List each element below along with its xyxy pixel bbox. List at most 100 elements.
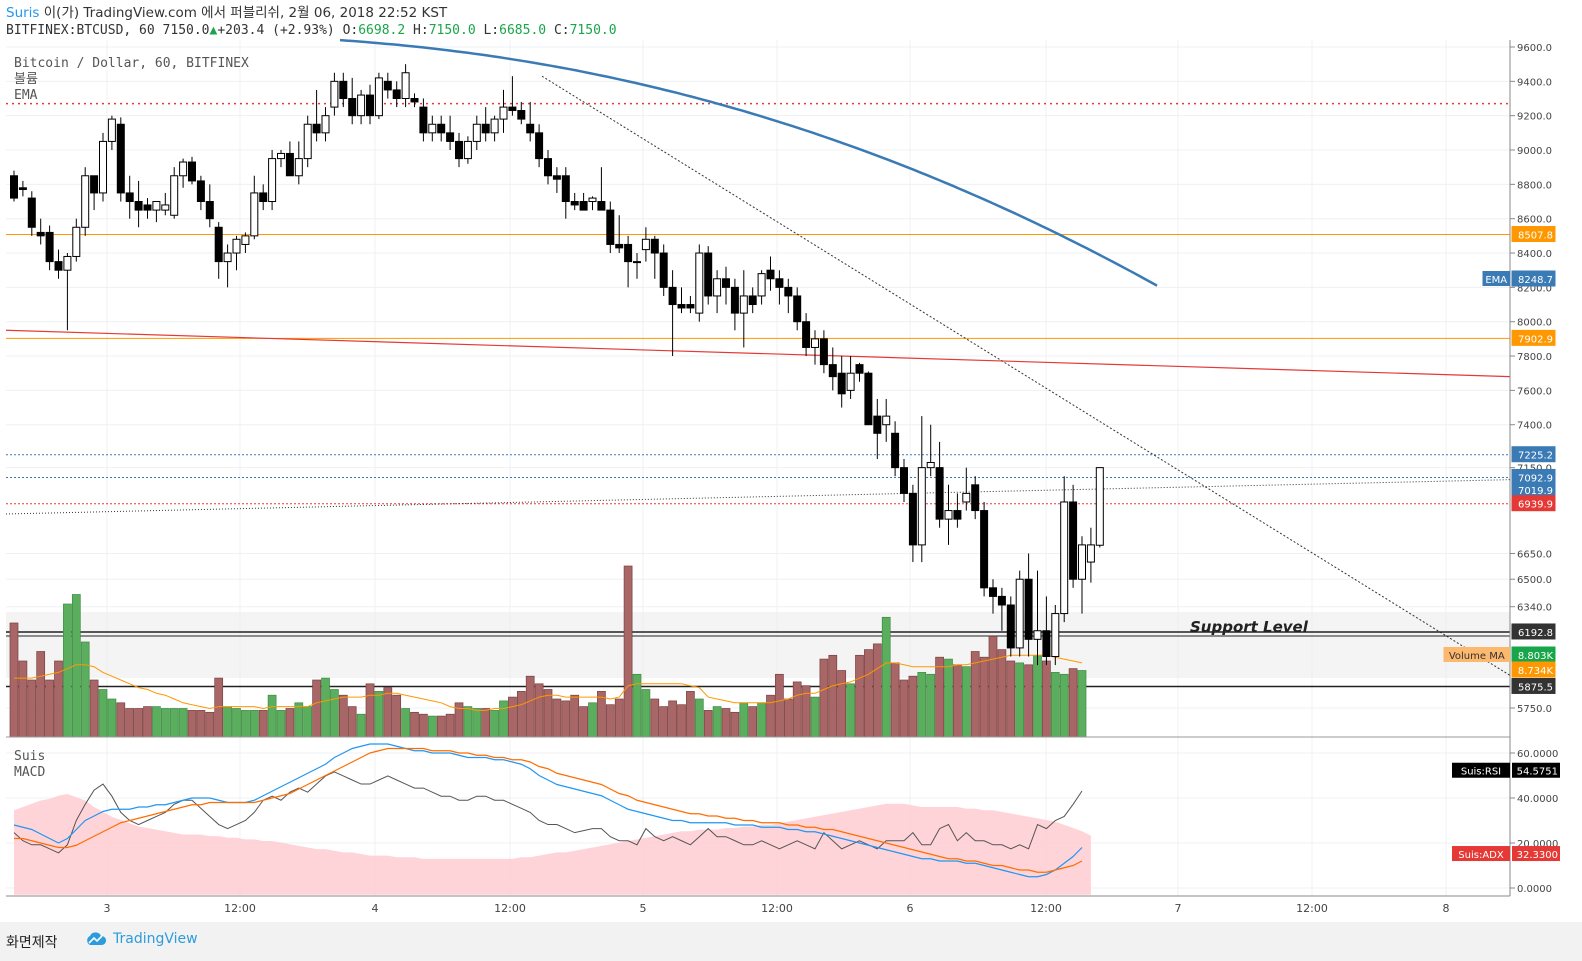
volume-bar [712, 706, 722, 738]
price-label-text: 8.803K [1518, 651, 1554, 662]
candle-body [944, 510, 953, 520]
candle-body [1069, 501, 1078, 580]
candle-body [713, 278, 722, 297]
candle-body [472, 123, 481, 142]
candle-body [802, 321, 811, 348]
volume-bar [525, 675, 535, 738]
volume-bar [1050, 672, 1060, 738]
candle-body [837, 372, 846, 395]
volume-bar [160, 708, 170, 738]
volume-bar [650, 698, 660, 738]
volume-bar [223, 706, 232, 738]
volume-bar [872, 643, 882, 738]
candle-body [428, 123, 437, 134]
candle-body [668, 286, 677, 306]
volume-bar [125, 708, 135, 738]
price-label-box [1511, 661, 1556, 678]
price-label-tag-box [1443, 647, 1510, 662]
volume-bar [187, 710, 197, 738]
ind-label-tag-box [1452, 762, 1510, 778]
candle-body [695, 252, 704, 314]
volume-bar [694, 698, 704, 738]
volume-bar [347, 706, 357, 738]
volume-bar [472, 708, 482, 738]
candle-body [722, 278, 730, 288]
author-name[interactable]: Suris [6, 5, 40, 21]
macd-legend: MACD [14, 765, 45, 780]
candle-body [855, 364, 864, 374]
price-label-text: 7092.9 [1518, 473, 1553, 484]
price-label-text: 7225.2 [1518, 451, 1553, 462]
candle-body [250, 192, 259, 237]
volume-bar [134, 708, 143, 738]
volume-bar [419, 713, 428, 738]
volume-bar [445, 713, 455, 738]
price-label-text: 8507.8 [1518, 231, 1553, 242]
tradingview-link[interactable]: TradingView [85, 931, 198, 947]
trend-lines [5, 75, 1511, 688]
candle-body [748, 295, 757, 306]
candle-body [188, 161, 196, 182]
volume-bar [970, 651, 980, 738]
candle-body [339, 80, 348, 100]
candle-body [232, 238, 241, 254]
candle-body [196, 180, 205, 203]
volume-bar [490, 710, 499, 738]
chart-canvas[interactable]: Support Level 9600.09400.09200.09000.088… [0, 0, 1582, 922]
candle-body [392, 89, 401, 100]
candle-body [615, 243, 624, 249]
candle-body [1051, 613, 1060, 657]
volume-bar [543, 689, 553, 738]
volume-bar [356, 713, 366, 738]
price-tick-label: 8600.0 [1517, 215, 1552, 226]
price-tick-label: 6500.0 [1517, 575, 1552, 586]
volume-bar [935, 656, 944, 738]
candle-body [953, 510, 962, 520]
candle-body [677, 304, 686, 309]
price-tick-label: 7400.0 [1517, 421, 1552, 432]
candle-body [579, 201, 588, 211]
candle-body [223, 252, 232, 263]
candle-body [357, 94, 366, 117]
candle-body [508, 106, 517, 112]
volume-bar [169, 708, 179, 738]
price-label-tag: EMA [1485, 275, 1507, 286]
volume-bar [321, 677, 330, 738]
volume-bar [766, 694, 775, 738]
ema-line [339, 38, 1158, 287]
time-tick-label: 12:00 [761, 902, 793, 915]
volume-bar [410, 711, 419, 738]
volume-bar [864, 649, 873, 738]
volume-bar [757, 702, 766, 738]
candle-body [633, 261, 641, 264]
candle-body [997, 595, 1006, 606]
candle-body [259, 192, 268, 203]
candle-body [401, 72, 410, 100]
candle-body [793, 295, 802, 323]
candle-body [971, 484, 980, 512]
volume-bar [997, 649, 1007, 738]
candle-body [45, 231, 54, 263]
volume-bar [686, 691, 695, 738]
volume-bar [338, 694, 348, 738]
volume-bar [508, 696, 517, 738]
candle-body [10, 175, 18, 199]
volume-bar [721, 708, 731, 738]
ind-label-box [1512, 762, 1560, 778]
candle-body [1086, 544, 1095, 563]
volume-bar [668, 700, 677, 738]
volume-ma-line [14, 654, 1083, 711]
high-value: 7150.0 [428, 23, 476, 38]
time-tick-label: 4 [372, 902, 379, 915]
volume-bar [258, 710, 268, 738]
support-zone [6, 612, 1510, 678]
ind-tick-label: 60.0000 [1517, 749, 1558, 760]
candle-body [561, 175, 570, 203]
candle-body [570, 201, 579, 206]
candle-body [828, 364, 837, 378]
up-arrow-icon: ▲ [209, 23, 218, 38]
candle-body [285, 152, 294, 177]
candle-body [268, 158, 277, 203]
ind-label-text: 32.3300 [1517, 850, 1558, 861]
price-label-text: 7902.9 [1518, 334, 1553, 345]
